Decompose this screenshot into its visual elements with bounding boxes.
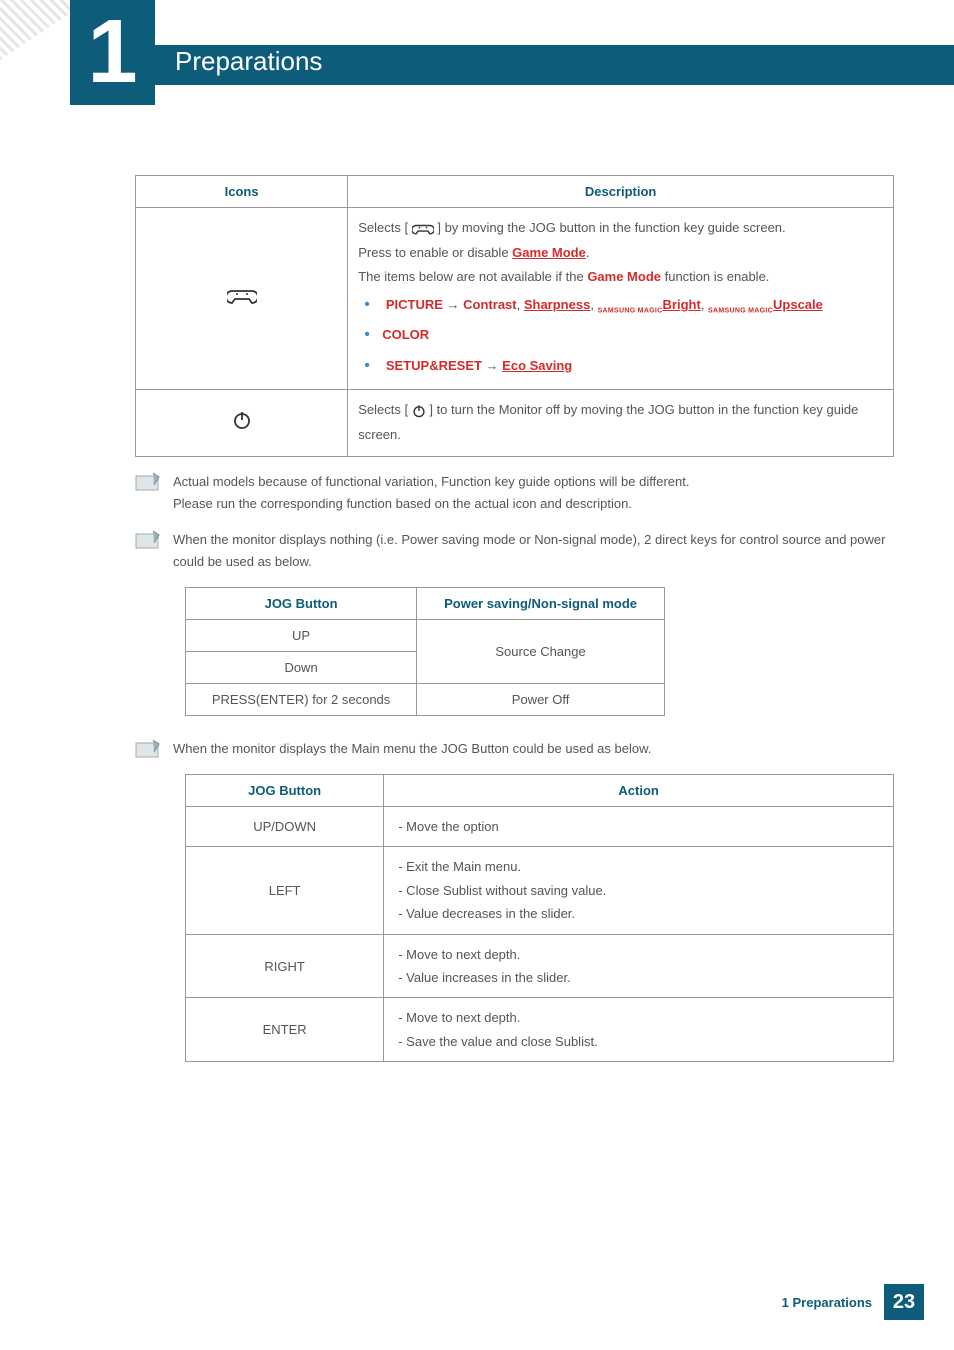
- game-controller-icon: [227, 286, 257, 306]
- mode-header: Power saving/Non-signal mode: [417, 587, 665, 619]
- note-text: When the monitor displays nothing (i.e. …: [173, 529, 894, 573]
- desc-text: .: [586, 245, 590, 260]
- power-icon: [232, 410, 252, 430]
- footer-text: 1 Preparations: [782, 1295, 872, 1310]
- jog-left: LEFT: [186, 847, 384, 934]
- color-text: COLOR: [382, 327, 429, 342]
- note-text: Please run the corresponding function ba…: [173, 493, 689, 515]
- game-mode-icon-cell: [136, 208, 348, 390]
- desc-text: Selects [: [358, 220, 408, 235]
- note-2: When the monitor displays nothing (i.e. …: [135, 529, 894, 573]
- desc-text: The items below are not available if the: [358, 269, 587, 284]
- magic-upscale-link[interactable]: Upscale: [773, 297, 823, 312]
- action-cell: - Move the option: [384, 807, 894, 847]
- jog-header: JOG Button: [186, 775, 384, 807]
- page-footer: 1 Preparations 23: [782, 1284, 924, 1320]
- power-description: Selects [ ] to turn the Monitor off by m…: [348, 390, 894, 456]
- note-icon: [135, 471, 161, 491]
- action-line: - Value increases in the slider.: [398, 966, 883, 989]
- note-text: Actual models because of functional vari…: [173, 471, 689, 493]
- bullet-color: COLOR: [364, 320, 883, 350]
- chapter-number-box: 1: [70, 0, 155, 105]
- jog-updown: UP/DOWN: [186, 807, 384, 847]
- arrow: →: [443, 297, 463, 312]
- magic-sub1: SAMSUNG MAGIC: [598, 308, 663, 315]
- bullet-setup: SETUP&RESET → Eco Saving: [364, 351, 883, 381]
- note-1: Actual models because of functional vari…: [135, 471, 894, 515]
- note-icon: [135, 738, 161, 758]
- arrow: →: [482, 358, 502, 373]
- contrast-text: Contrast: [463, 297, 516, 312]
- action-cell: - Move to next depth. - Save the value a…: [384, 998, 894, 1062]
- action-line: - Close Sublist without saving value.: [398, 879, 883, 902]
- jog-enter: ENTER: [186, 998, 384, 1062]
- sep: ,: [701, 297, 708, 312]
- action-header: Action: [384, 775, 894, 807]
- magic-bright-link[interactable]: Bright: [663, 297, 701, 312]
- power-icon-cell: [136, 390, 348, 456]
- icons-description-table: Icons Description Selects [ ] by moving …: [135, 175, 894, 457]
- desc-text: ] to turn the Monitor off by moving the …: [358, 402, 858, 442]
- chapter-title: Preparations: [175, 46, 322, 77]
- eco-saving-link[interactable]: Eco Saving: [502, 358, 572, 373]
- jog-down: Down: [186, 651, 417, 683]
- jog-press: PRESS(ENTER) for 2 seconds: [186, 683, 417, 715]
- icons-header: Icons: [136, 176, 348, 208]
- power-icon-inline: [412, 404, 426, 418]
- jog-header: JOG Button: [186, 587, 417, 619]
- action-line: - Value decreases in the slider.: [398, 902, 883, 925]
- page-number: 23: [884, 1284, 924, 1320]
- sep: ,: [517, 297, 524, 312]
- desc-text: function is enable.: [661, 269, 769, 284]
- game-controller-icon-inline: [412, 222, 434, 236]
- action-cell: - Move to next depth. - Value increases …: [384, 934, 894, 998]
- desc-text: Selects [: [358, 402, 408, 417]
- magic-sub2: SAMSUNG MAGIC: [708, 308, 773, 315]
- desc-text: Press to enable or disable: [358, 245, 512, 260]
- sharpness-link[interactable]: Sharpness: [524, 297, 590, 312]
- note-3: When the monitor displays the Main menu …: [135, 738, 894, 760]
- desc-text: ] by moving the JOG button in the functi…: [437, 220, 785, 235]
- source-change: Source Change: [417, 619, 665, 683]
- action-line: - Save the value and close Sublist.: [398, 1030, 883, 1053]
- action-line: - Exit the Main menu.: [398, 855, 883, 878]
- game-mode-bold: Game Mode: [587, 269, 661, 284]
- action-line: - Move to next depth.: [398, 1006, 883, 1029]
- jog-right: RIGHT: [186, 934, 384, 998]
- jog-up: UP: [186, 619, 417, 651]
- page-content: Icons Description Selects [ ] by moving …: [135, 175, 894, 1062]
- picture-label: PICTURE: [386, 297, 443, 312]
- description-header: Description: [348, 176, 894, 208]
- power-off: Power Off: [417, 683, 665, 715]
- action-line: - Move to next depth.: [398, 943, 883, 966]
- note-text: When the monitor displays the Main menu …: [173, 738, 651, 760]
- game-mode-link[interactable]: Game Mode: [512, 245, 586, 260]
- game-mode-description: Selects [ ] by moving the JOG button in …: [348, 208, 894, 390]
- setup-label: SETUP&RESET: [386, 358, 482, 373]
- jog-action-table: JOG Button Action UP/DOWN - Move the opt…: [185, 774, 894, 1062]
- note-icon: [135, 529, 161, 549]
- action-cell: - Exit the Main menu. - Close Sublist wi…: [384, 847, 894, 934]
- jog-power-table: JOG Button Power saving/Non-signal mode …: [185, 587, 665, 716]
- bullet-picture: PICTURE → Contrast, Sharpness, SAMSUNG M…: [364, 290, 883, 320]
- sep: ,: [590, 297, 597, 312]
